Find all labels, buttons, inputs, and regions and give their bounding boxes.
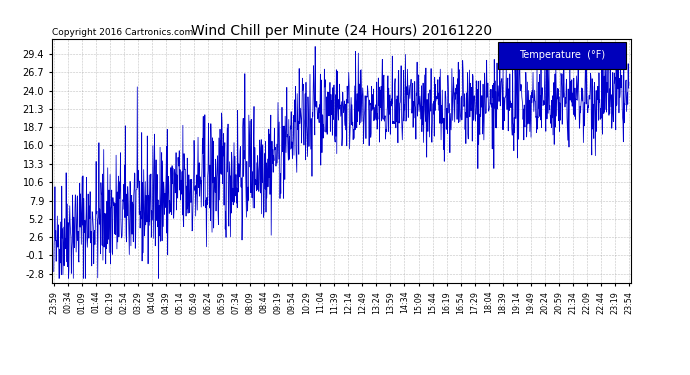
Title: Wind Chill per Minute (24 Hours) 20161220: Wind Chill per Minute (24 Hours) 2016122… [191, 24, 492, 38]
Text: Temperature  (°F): Temperature (°F) [519, 50, 605, 60]
FancyBboxPatch shape [498, 42, 626, 69]
Text: Copyright 2016 Cartronics.com: Copyright 2016 Cartronics.com [52, 28, 193, 37]
